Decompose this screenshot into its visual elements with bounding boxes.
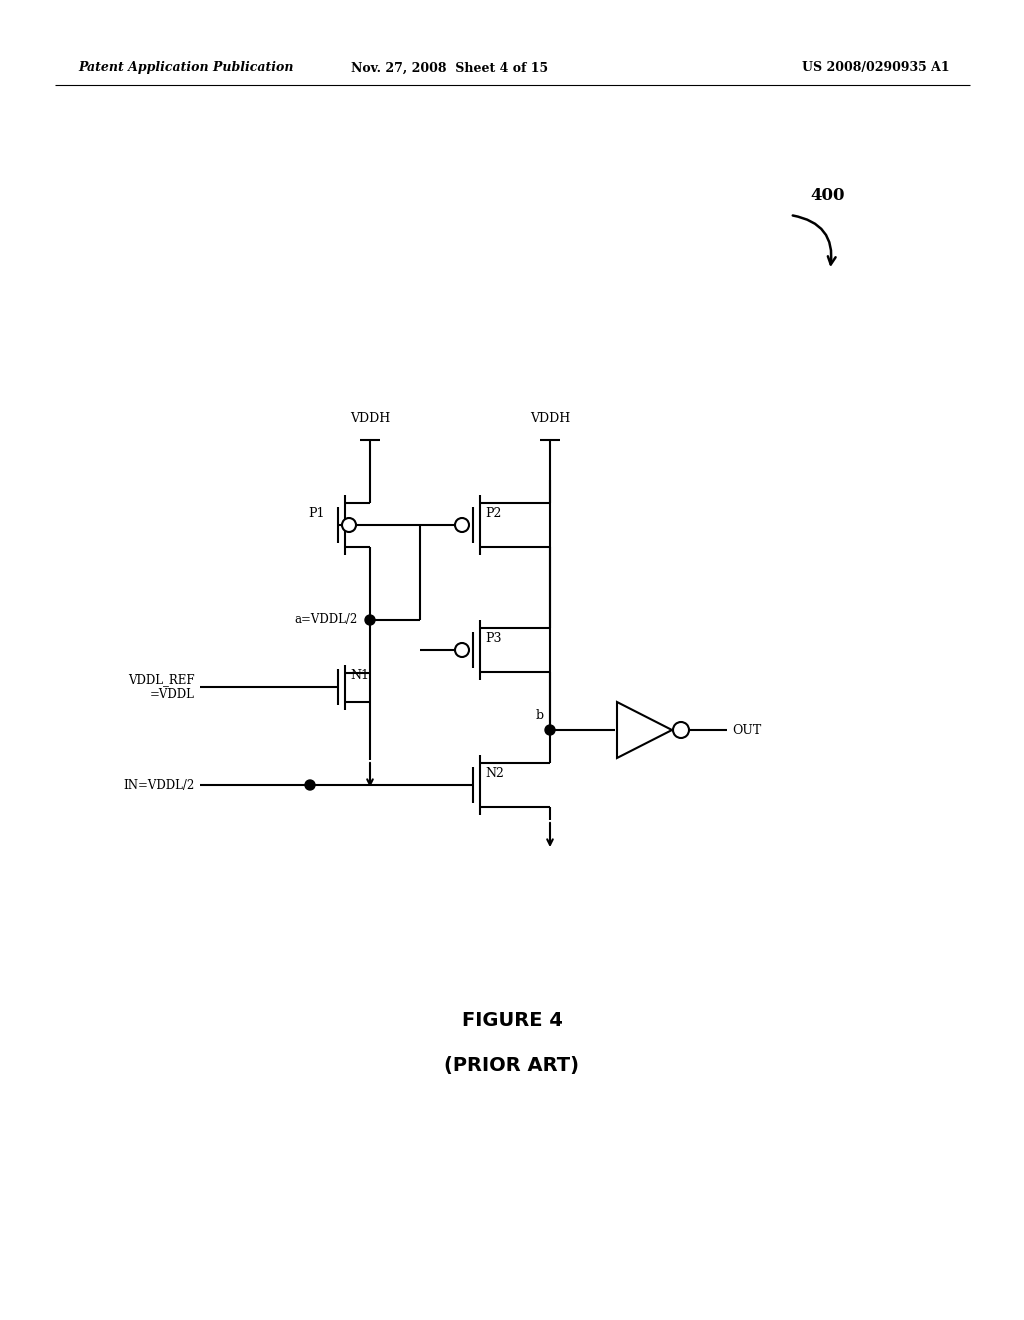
Text: b: b <box>536 709 544 722</box>
Circle shape <box>545 725 555 735</box>
Text: (PRIOR ART): (PRIOR ART) <box>444 1056 580 1074</box>
Text: VDDH: VDDH <box>529 412 570 425</box>
Text: a=VDDL/2: a=VDDL/2 <box>295 614 358 627</box>
Circle shape <box>342 517 356 532</box>
Text: P2: P2 <box>485 507 502 520</box>
Text: VDDL_REF
=VDDL: VDDL_REF =VDDL <box>128 673 195 701</box>
Circle shape <box>455 643 469 657</box>
Text: 400: 400 <box>810 186 845 203</box>
Text: IN=VDDL/2: IN=VDDL/2 <box>124 779 195 792</box>
FancyArrowPatch shape <box>793 215 836 264</box>
Text: FIGURE 4: FIGURE 4 <box>462 1011 562 1030</box>
Circle shape <box>365 615 375 624</box>
Text: OUT: OUT <box>732 723 761 737</box>
Circle shape <box>673 722 689 738</box>
Circle shape <box>305 780 315 789</box>
Text: VDDH: VDDH <box>350 412 390 425</box>
Text: Patent Application Publication: Patent Application Publication <box>78 62 294 74</box>
Text: N2: N2 <box>485 767 504 780</box>
Text: P1: P1 <box>308 507 325 520</box>
Text: US 2008/0290935 A1: US 2008/0290935 A1 <box>803 62 950 74</box>
Circle shape <box>455 517 469 532</box>
Text: P3: P3 <box>485 632 502 645</box>
Text: N1: N1 <box>350 669 369 682</box>
Text: Nov. 27, 2008  Sheet 4 of 15: Nov. 27, 2008 Sheet 4 of 15 <box>351 62 549 74</box>
